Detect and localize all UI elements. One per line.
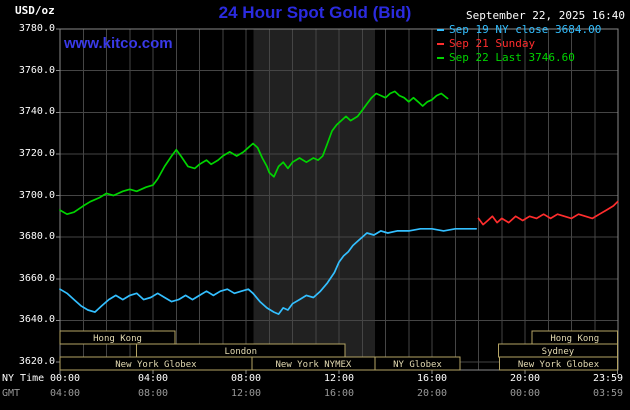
session-box	[498, 356, 619, 371]
x-tick-label-nytime: 23:59	[592, 373, 624, 384]
session-label: Sydney	[542, 347, 575, 357]
x-tick-label-nytime: 12:00	[323, 373, 355, 384]
session-label: Hong Kong	[93, 334, 142, 344]
session-box	[59, 330, 176, 345]
y-axis-units: USD/oz	[15, 4, 55, 17]
session-label: NY Globex	[393, 360, 442, 370]
timestamp: September 22, 2025 16:40	[466, 9, 625, 22]
x-tick-label-gmt: 08:00	[137, 388, 169, 399]
x-tick-label-gmt: 04:00	[49, 388, 81, 399]
session-label: New York Globex	[518, 360, 600, 370]
x-tick-label-nytime: 08:00	[230, 373, 262, 384]
legend-item: Sep 19 NY close 3684.00	[437, 23, 601, 37]
x-tick-label-nytime: 00:00	[49, 373, 81, 384]
session-label: Hong Kong	[550, 334, 599, 344]
x-tick-label-nytime: 04:00	[137, 373, 169, 384]
series-line-1	[477, 200, 619, 226]
legend-item-label: Sep 22 Last 3746.60	[449, 51, 575, 64]
y-tick-label: 3620.0	[18, 356, 55, 367]
legend-item-label: Sep 19 NY close 3684.00	[449, 23, 602, 36]
y-tick-label: 3760.0	[18, 64, 55, 76]
series-line-2	[59, 90, 449, 216]
x-tick-label-gmt: 20:00	[416, 388, 448, 399]
y-tick-label: 3780.0	[18, 23, 55, 34]
x-tick-label-nytime: 20:00	[509, 373, 541, 384]
x-tick-label-gmt: 00:00	[509, 388, 541, 399]
x-tick-label-gmt: 16:00	[323, 388, 355, 399]
x-axis-label-gmt: GMT	[2, 388, 21, 399]
legend-item-label: Sep 21 Sunday	[449, 37, 536, 50]
legend-item: Sep 21 Sunday	[437, 37, 601, 51]
x-tick-label-gmt: 03:59	[592, 388, 624, 399]
legend-line-marker	[437, 43, 444, 45]
page-title: 24 Hour Spot Gold (Bid)	[218, 3, 412, 22]
x-tick-label-nytime: 16:00	[416, 373, 448, 384]
session-label: London	[225, 347, 258, 357]
nymex-floor-session-band	[253, 29, 376, 370]
session-label: New York NYMEX	[275, 360, 351, 370]
kitco-watermark[interactable]: www.kitco.com	[64, 35, 173, 52]
session-box	[374, 356, 461, 371]
legend-line-marker	[437, 29, 444, 31]
y-tick-label: 3640.0	[18, 314, 55, 326]
legend-line-marker	[437, 57, 444, 59]
y-tick-label: 3680.0	[18, 231, 55, 243]
x-axis-label-nytime: NY Time	[2, 373, 45, 384]
y-tick-label: 3660.0	[18, 272, 55, 284]
legend: Sep 19 NY close 3684.00 Sep 21 Sunday Sep …	[437, 23, 601, 65]
series-line-0	[59, 227, 478, 315]
y-tick-label: 3740.0	[18, 106, 55, 118]
session-label: New York Globex	[115, 360, 197, 370]
y-tick-label: 3720.0	[18, 147, 55, 159]
legend-item: Sep 22 Last 3746.60	[437, 51, 601, 65]
y-tick-label: 3700.0	[18, 189, 55, 201]
x-tick-label-gmt: 12:00	[230, 388, 262, 399]
